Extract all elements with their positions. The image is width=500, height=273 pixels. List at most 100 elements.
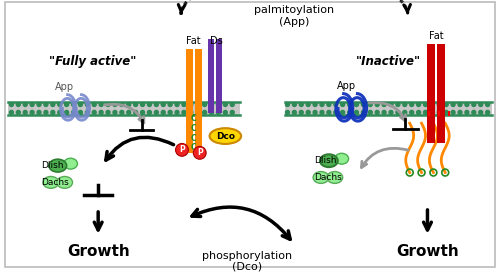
Ellipse shape [313,171,329,183]
Circle shape [382,103,386,106]
Circle shape [154,110,158,114]
Circle shape [403,110,407,114]
Circle shape [202,103,206,106]
Circle shape [64,103,68,106]
Circle shape [78,110,82,114]
Circle shape [286,103,290,106]
Circle shape [444,110,448,114]
Circle shape [216,110,220,114]
Circle shape [472,110,476,114]
Circle shape [472,103,476,106]
Text: Ds: Ds [210,36,223,46]
Circle shape [16,110,20,114]
Circle shape [37,103,41,106]
Circle shape [354,110,358,114]
Text: App: App [337,81,356,91]
Circle shape [210,103,214,106]
Circle shape [182,110,186,114]
Text: C: C [191,143,196,152]
Circle shape [224,103,228,106]
Circle shape [382,110,386,114]
Circle shape [340,103,344,106]
Circle shape [416,103,420,106]
Circle shape [327,110,331,114]
Circle shape [224,110,228,114]
Text: "Inactive": "Inactive" [356,55,420,68]
Circle shape [51,110,55,114]
Circle shape [300,103,303,106]
Circle shape [348,103,352,106]
Circle shape [148,103,152,106]
Circle shape [196,110,200,114]
Circle shape [424,103,428,106]
Circle shape [444,103,448,106]
Circle shape [375,110,379,114]
Circle shape [99,110,103,114]
Circle shape [354,103,358,106]
Circle shape [210,110,214,114]
Circle shape [202,110,206,114]
Circle shape [451,110,455,114]
Text: "Fully active": "Fully active" [48,55,136,68]
Bar [438,44,445,143]
Circle shape [162,103,165,106]
Circle shape [189,103,193,106]
Circle shape [37,110,41,114]
Bar [195,49,202,153]
Circle shape [396,110,400,114]
Circle shape [465,103,469,106]
Circle shape [410,110,414,114]
Text: (App): (App) [279,17,310,27]
Circle shape [16,103,20,106]
Circle shape [416,110,420,114]
Circle shape [106,103,110,106]
Text: Fat: Fat [429,31,444,41]
Circle shape [30,110,34,114]
Circle shape [106,110,110,114]
Text: C: C [191,133,196,143]
Circle shape [120,103,124,106]
Text: (Dco): (Dco) [232,261,262,271]
Circle shape [396,103,400,106]
Circle shape [196,103,200,106]
Circle shape [134,103,138,106]
Circle shape [58,110,62,114]
Circle shape [327,103,331,106]
Circle shape [92,110,96,114]
Circle shape [438,110,442,114]
Circle shape [478,103,482,106]
Circle shape [486,110,490,114]
Bar [8,102,240,115]
Circle shape [182,103,186,106]
Text: Growth: Growth [396,244,459,259]
Circle shape [120,110,124,114]
Circle shape [216,103,220,106]
Text: Fat: Fat [186,36,201,46]
Text: C: C [191,124,196,133]
Circle shape [465,110,469,114]
Circle shape [340,110,344,114]
Ellipse shape [49,159,66,172]
Circle shape [320,110,324,114]
Text: Dlish: Dlish [41,161,64,170]
Circle shape [230,110,234,114]
Circle shape [451,103,455,106]
Ellipse shape [43,176,59,188]
Circle shape [189,110,193,114]
Text: Dco: Dco [216,132,235,141]
Circle shape [140,103,144,106]
Circle shape [51,103,55,106]
Circle shape [127,103,130,106]
Ellipse shape [210,128,241,144]
Circle shape [168,103,172,106]
Circle shape [389,103,393,106]
Text: Dachs: Dachs [314,173,342,182]
Circle shape [140,110,144,114]
Circle shape [286,110,290,114]
Text: Growth: Growth [67,244,130,259]
Circle shape [64,110,68,114]
Circle shape [44,103,48,106]
Bar [186,49,193,153]
Circle shape [478,110,482,114]
Circle shape [10,110,14,114]
